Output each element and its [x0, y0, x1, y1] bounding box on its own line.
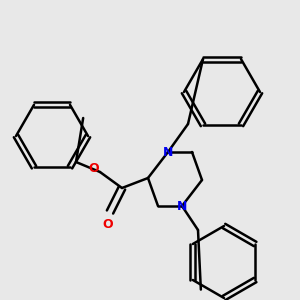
Text: O: O [89, 161, 99, 175]
Text: N: N [177, 200, 187, 212]
Text: N: N [163, 146, 173, 158]
Text: O: O [103, 218, 113, 230]
